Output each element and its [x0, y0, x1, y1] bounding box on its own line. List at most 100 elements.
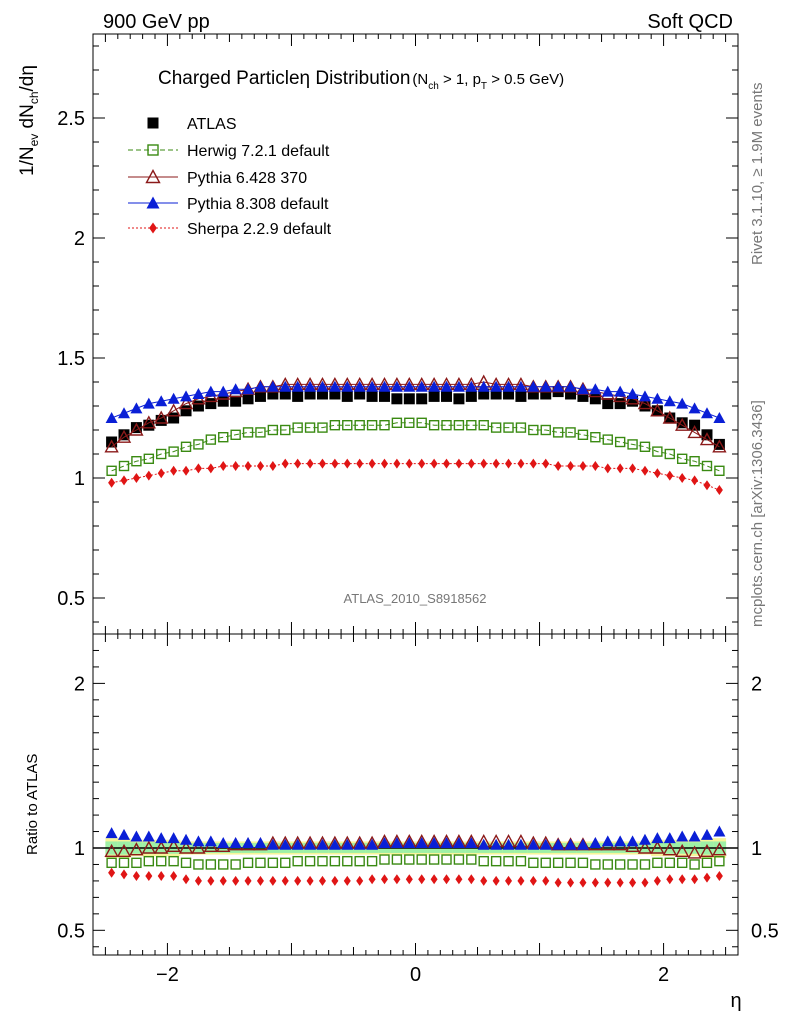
ratio-point [527, 838, 540, 850]
data-point [428, 420, 440, 431]
data-point [331, 458, 339, 469]
ratio-point [441, 854, 452, 865]
ratio-point [614, 859, 626, 870]
data-point [714, 465, 725, 476]
data-point [404, 417, 415, 428]
data-point [317, 422, 328, 433]
data-point [465, 390, 477, 402]
data-point [230, 395, 242, 407]
series-line [111, 381, 720, 448]
ratio-point [141, 840, 156, 854]
data-point [675, 417, 690, 431]
ratio-point [291, 838, 304, 850]
ratio-point [130, 830, 143, 842]
data-point [614, 436, 626, 448]
ratio-point [132, 870, 140, 881]
data-point [505, 458, 513, 469]
ratio-point [318, 875, 326, 886]
ratio-point [379, 854, 390, 865]
ratio-point [505, 875, 513, 886]
data-point [567, 461, 575, 471]
data-point [219, 461, 227, 471]
ratio-point [492, 875, 500, 886]
data-point [638, 390, 651, 402]
data-point [666, 470, 674, 481]
ratio-point [517, 875, 525, 886]
ratio-point [393, 874, 401, 885]
data-point [676, 453, 688, 464]
ratio-point [368, 874, 376, 885]
data-point [205, 434, 217, 445]
ratio-point [515, 855, 527, 867]
ratio-point [353, 838, 366, 850]
data-point [452, 380, 465, 392]
ratio-point [691, 874, 699, 885]
data-point [478, 420, 489, 431]
data-point [453, 420, 465, 431]
ratio-point [478, 855, 489, 867]
ratio-point [232, 875, 240, 886]
data-point [653, 468, 661, 479]
ratio-point [666, 874, 674, 885]
legend-label: Pythia 8.308 default [187, 196, 329, 213]
y-tick-label: 2.5 [57, 108, 85, 130]
data-point [104, 439, 119, 453]
ratio-point [167, 832, 180, 844]
data-point [108, 477, 116, 488]
ratio-point [687, 845, 702, 859]
ratio-point [415, 837, 428, 849]
ratio-point [564, 838, 577, 850]
ratio-point [170, 870, 178, 881]
data-point [132, 473, 140, 483]
ratio-point [255, 857, 266, 869]
ratio-point [552, 857, 564, 869]
data-point [391, 393, 403, 405]
data-point [701, 460, 713, 472]
ratio-point [676, 830, 689, 842]
data-point [379, 420, 390, 431]
data-point [663, 395, 676, 407]
data-point [490, 388, 502, 400]
ratio-point [390, 837, 403, 849]
ratio-point [356, 875, 364, 886]
ratio-y-tick-label-right: 1 [751, 838, 762, 860]
ratio-point [129, 842, 144, 856]
ratio-point [675, 843, 690, 857]
ratio-point [452, 837, 465, 849]
data-point [217, 385, 230, 397]
data-point [105, 412, 118, 423]
ratio-point [280, 857, 291, 869]
data-point [380, 458, 388, 469]
ratio-point [341, 838, 354, 850]
data-point [192, 388, 205, 399]
ratio-point [145, 870, 153, 881]
data-point [453, 393, 465, 405]
data-point [529, 458, 537, 469]
legend: ATLAS Herwig 7.2.1 default Pythia 6.428 37… [128, 116, 332, 238]
ratio-point [467, 874, 475, 885]
data-point [490, 422, 502, 433]
data-point [120, 475, 128, 486]
data-point [393, 458, 401, 469]
mcplots-credit: mcplots.cern.ch [arXiv:1306.3436] [749, 400, 766, 627]
ratio-point [230, 859, 241, 870]
data-point [554, 461, 562, 471]
data-point [540, 388, 552, 400]
ratio-point [540, 857, 551, 869]
ratio-point [254, 837, 267, 849]
ratio-point [539, 838, 552, 850]
data-point [589, 383, 602, 395]
data-point [626, 388, 639, 399]
data-point [157, 468, 165, 479]
data-point [515, 422, 527, 433]
ratio-point [699, 843, 715, 857]
ratio-point [342, 855, 353, 867]
ratio-point [155, 832, 168, 844]
ratio-point [316, 838, 329, 850]
data-point [465, 380, 478, 392]
data-point [478, 388, 490, 400]
ratio-point [502, 838, 515, 850]
data-point [390, 380, 403, 392]
data-point [637, 396, 653, 410]
ratio-y-tick-label-left: 1 [74, 838, 85, 860]
